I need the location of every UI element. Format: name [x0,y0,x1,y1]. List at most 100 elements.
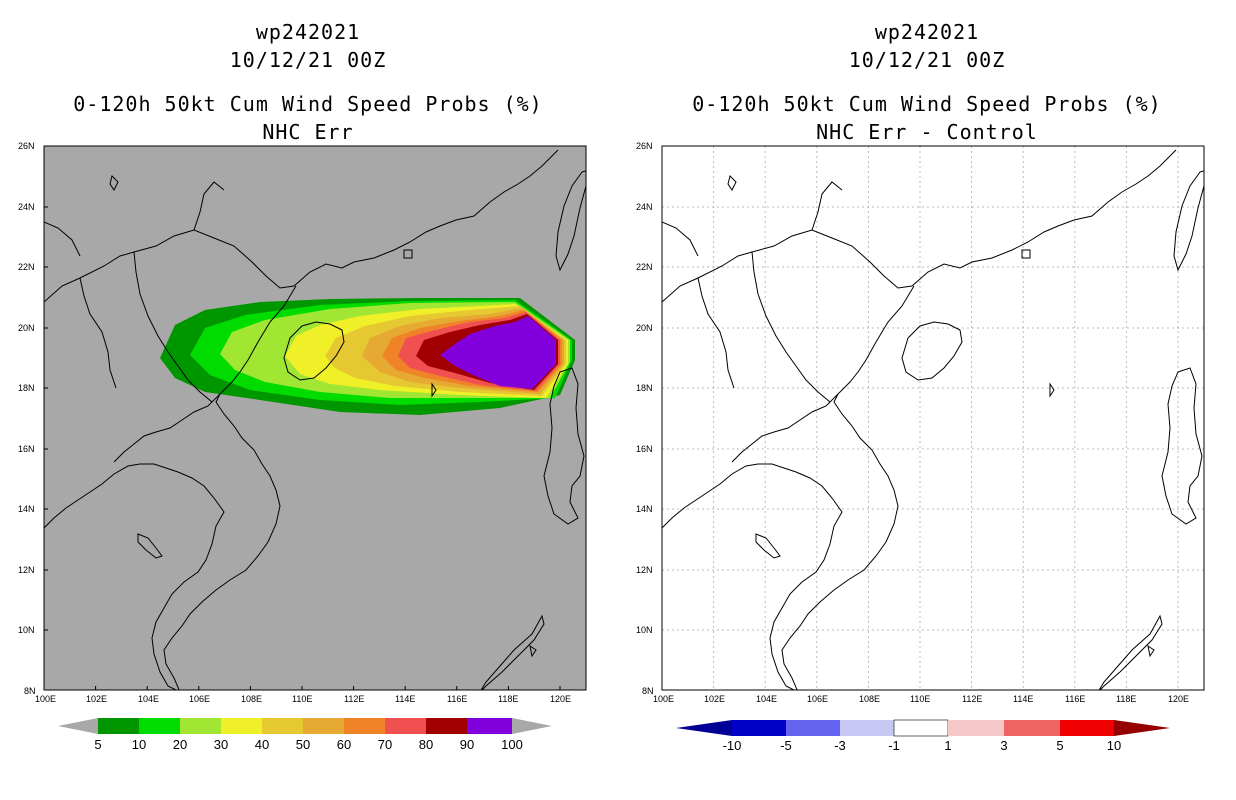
left-lat-label-10n: 10N [18,625,35,635]
left-title-id: wp242021 [255,20,361,44]
left-lon-label-110e: 110E [292,694,313,704]
right-lat-label-8n: 8N [642,686,654,696]
left-lat-label-26n: 26N [18,141,35,151]
right-colorbar-bin-5 [1004,720,1060,736]
right-lon-label-118e: 118E [1116,694,1137,704]
right-lat-label-12n: 12N [636,565,653,575]
left-title-date: 10/12/21 00Z [229,48,387,72]
left-lat-label-14n: 14N [18,504,35,514]
right-colorbar-label-neg5: -5 [780,738,792,753]
right-colorbar-bin-4 [948,720,1004,736]
left-lat-label-24n: 24N [18,202,35,212]
left-lat-label-12n: 12N [18,565,35,575]
left-colorbar-bin-5 [303,718,344,734]
right-title-main: 0-120h 50kt Cum Wind Speed Probs (%) [692,92,1162,116]
right-colorbar-label-10: 10 [1106,738,1122,753]
left-colorbar-label-30: 30 [213,737,229,752]
left-lon-label-118e: 118E [498,694,519,704]
right-lon-label-120e: 120E [1168,694,1190,704]
left-colorbar-label-50: 50 [295,737,311,752]
left-lon-label-106e: 106E [189,694,211,704]
right-colorbar-label-neg10: -10 [722,738,742,753]
right-lon-label-110e: 110E [910,694,931,704]
left-colorbar-label-40: 40 [254,737,270,752]
right-lon-label-112e: 112E [962,694,983,704]
left-lon-label-120e: 120E [550,694,572,704]
left-map [43,145,587,734]
left-colorbar-bin-2 [180,718,221,734]
left-colorbar-label-20: 20 [172,737,188,752]
right-colorbar-low-arrow [676,720,732,736]
right-colorbar-label-3: 3 [1000,738,1008,753]
left-lat-label-18n: 18N [18,383,35,393]
probability-contours [160,298,575,415]
right-colorbar-label-neg1: -1 [888,738,900,753]
left-colorbar-bin-1 [139,718,180,734]
right-lon-label-100e: 100E [653,694,675,704]
right-lat-label-16n: 16N [636,444,653,454]
right-lon-label-108e: 108E [859,694,881,704]
left-lon-label-108e: 108E [241,694,263,704]
right-grid [662,146,1204,690]
left-colorbar-label-90: 90 [459,737,475,752]
right-lon-label-104e: 104E [756,694,778,704]
right-colorbar-label-neg3: -3 [834,738,846,753]
left-colorbar-bin-7 [385,718,426,734]
left-colorbar-bin-9 [467,718,512,734]
right-map [661,145,1205,737]
right-map-frame [661,145,1205,691]
right-colorbar-bin-2 [840,720,894,736]
left-lon-label-104e: 104E [138,694,160,704]
left-colorbar-bin-3 [221,718,262,734]
right-colorbar-high-arrow [1114,720,1170,736]
right-lon-label-102e: 102E [704,694,726,704]
left-lat-label-16n: 16N [18,444,35,454]
left-lon-label-100e: 100E [35,694,57,704]
left-colorbar-label-5: 5 [94,737,102,752]
right-colorbar-label-1: 1 [944,738,952,753]
left-colorbar-label-10: 10 [131,737,147,752]
left-colorbar-label-100: 100 [501,737,523,752]
left-colorbar-label-80: 80 [418,737,434,752]
left-map-frame [43,145,587,691]
left-lon-label-114e: 114E [395,694,416,704]
right-lat-label-18n: 18N [636,383,653,393]
left-colorbar-bin-4 [262,718,303,734]
right-map-background [662,146,1204,690]
right-lat-label-24n: 24N [636,202,653,212]
left-colorbar-high-arrow [512,718,552,734]
right-lat-label-14n: 14N [636,504,653,514]
left-colorbar-label-70: 70 [377,737,393,752]
left-lon-label-102e: 102E [86,694,108,704]
left-title-main: 0-120h 50kt Cum Wind Speed Probs (%) [73,92,543,116]
left-lon-label-112e: 112E [344,694,365,704]
right-lat-label-10n: 10N [636,625,653,635]
left-ticks [43,146,561,690]
right-colorbar-bin-6 [1060,720,1114,736]
left-colorbar-label-60: 60 [336,737,352,752]
right-colorbar-bin-1 [786,720,840,736]
right-title-id: wp242021 [874,20,980,44]
left-colorbar-bin-6 [344,718,385,734]
right-colorbar-bin-3 [893,719,949,737]
left-colorbar-bin-8 [426,718,467,734]
right-lat-label-26n: 26N [636,141,653,151]
left-colorbar [58,718,552,734]
right-title-sub: NHC Err - Control [816,120,1038,144]
right-title-date: 10/12/21 00Z [848,48,1006,72]
right-colorbar-label-5: 5 [1056,738,1064,753]
left-lat-label-8n: 8N [24,686,36,696]
left-colorbar-bin-0 [98,718,139,734]
left-lon-label-116e: 116E [447,694,468,704]
left-colorbar-low-arrow [58,718,98,734]
right-lat-label-22n: 22N [636,262,653,272]
contour-90 [440,316,556,389]
left-title-sub: NHC Err [262,120,354,144]
right-colorbar [676,719,1170,737]
right-lat-label-20n: 20N [636,323,653,333]
right-lon-label-106e: 106E [807,694,829,704]
left-lat-label-22n: 22N [18,262,35,272]
right-colorbar-bin-0 [732,720,786,736]
right-lon-label-114e: 114E [1013,694,1034,704]
